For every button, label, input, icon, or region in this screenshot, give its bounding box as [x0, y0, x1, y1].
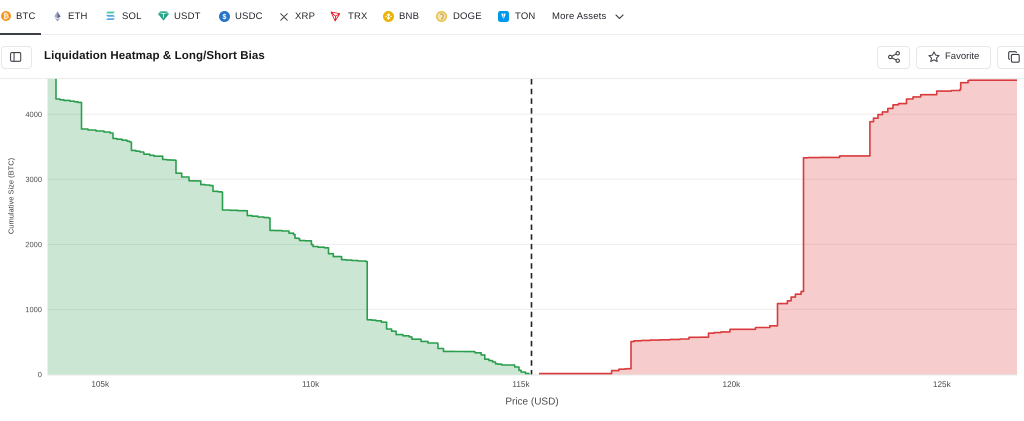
svg-text:125k: 125k: [933, 380, 952, 389]
svg-text:$: $: [222, 14, 226, 21]
svg-text:105k: 105k: [91, 380, 110, 389]
svg-text:Cumulative Size (BTC): Cumulative Size (BTC): [7, 157, 16, 234]
svg-text:2000: 2000: [25, 240, 42, 249]
svg-text:115k: 115k: [512, 380, 530, 389]
svg-text:120k: 120k: [723, 380, 742, 389]
svg-text:3000: 3000: [25, 175, 42, 184]
svg-text:1000: 1000: [25, 305, 42, 314]
svg-text:T: T: [162, 13, 166, 20]
svg-text:₿: ₿: [3, 12, 9, 21]
svg-text:0: 0: [38, 370, 42, 379]
svg-text:Price (USD): Price (USD): [505, 396, 558, 407]
svg-text:110k: 110k: [302, 380, 320, 389]
svg-text:4000: 4000: [25, 110, 42, 119]
